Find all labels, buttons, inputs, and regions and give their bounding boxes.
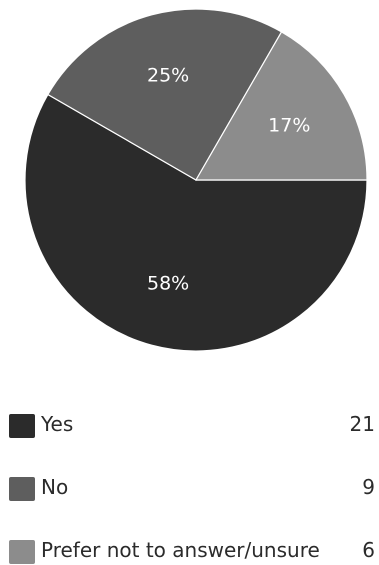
legend-count-no: 9 (362, 475, 375, 499)
pie-label-prefer-not-to-answer: 17% (268, 115, 310, 137)
pie-chart: 58% 25% 17% (24, 8, 368, 352)
legend-label-yes: Yes (41, 412, 74, 436)
pie-slice-yes (24, 93, 368, 352)
legend-count-yes: 21 (349, 412, 375, 436)
pie-slice-labels: 58% 25% 17% (147, 64, 310, 294)
legend-swatch-prefer-not-to-answer (9, 540, 35, 564)
legend-swatch-yes (9, 414, 35, 438)
pie-slices (24, 8, 368, 352)
legend-label-prefer-not-to-answer: Prefer not to answer/unsure (41, 538, 320, 562)
legend-item-yes: Yes 21 (9, 409, 379, 439)
pie-slice-no (47, 8, 283, 181)
legend-swatch-no (9, 477, 35, 501)
legend-item-no: No 9 (9, 472, 379, 502)
legend-label-no: No (41, 475, 69, 499)
pie-label-no: 25% (147, 64, 189, 86)
pie-label-yes: 58% (147, 273, 189, 295)
legend-item-prefer-not-to-answer: Prefer not to answer/unsure 6 (9, 535, 379, 565)
legend-count-prefer-not-to-answer: 6 (362, 538, 375, 562)
pie-slice-prefer-not-to-answer (194, 31, 368, 181)
